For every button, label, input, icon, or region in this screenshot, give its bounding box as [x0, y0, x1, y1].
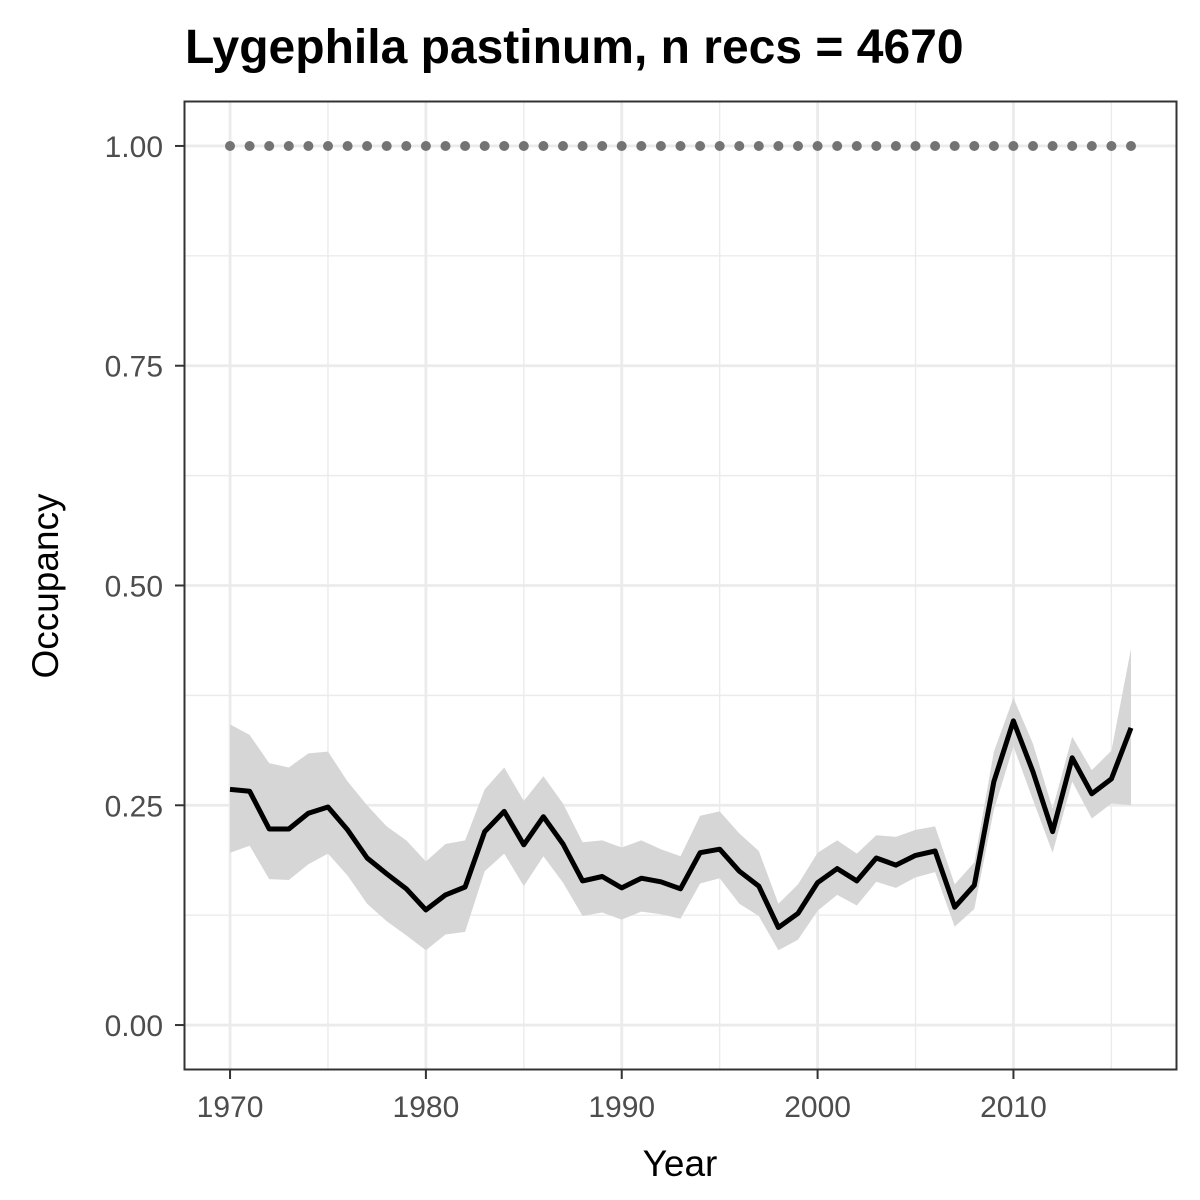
confidence-band-layer — [230, 648, 1131, 951]
reference-point — [675, 141, 686, 151]
reference-point — [695, 141, 706, 151]
reference-point — [342, 141, 353, 151]
y-axis-label: Occupancy — [25, 493, 66, 679]
reference-point — [890, 141, 901, 151]
reference-point — [225, 141, 235, 151]
y-tick-label: 0.75 — [105, 351, 163, 384]
reference-point — [734, 141, 745, 151]
reference-points-layer — [225, 141, 1136, 151]
x-tick-label: 1980 — [393, 1091, 460, 1124]
grid-major — [185, 102, 1176, 1069]
reference-point — [1067, 141, 1078, 151]
x-axis: 1970 1980 1990 2000 2010 — [197, 1069, 1047, 1124]
reference-point — [597, 141, 608, 151]
reference-point — [558, 141, 568, 151]
x-axis-label: Year — [643, 1143, 718, 1184]
reference-point — [871, 141, 882, 151]
reference-point — [773, 141, 784, 151]
y-tick-label: 0.50 — [105, 571, 163, 604]
reference-point — [851, 141, 862, 151]
reference-point — [714, 141, 725, 151]
reference-point — [460, 141, 471, 151]
reference-point — [1028, 141, 1038, 151]
y-tick-label: 1.00 — [105, 131, 163, 164]
y-axis: 0.00 0.25 0.50 0.75 1.00 — [105, 131, 185, 1043]
reference-point — [930, 141, 941, 151]
reference-point — [303, 141, 314, 151]
reference-point — [812, 141, 823, 151]
reference-point — [499, 141, 510, 151]
reference-point — [362, 141, 373, 151]
reference-point — [283, 141, 294, 151]
reference-point — [636, 141, 647, 151]
confidence-band — [230, 648, 1131, 951]
reference-point — [753, 141, 764, 151]
reference-point — [655, 141, 666, 151]
y-tick-label: 0.25 — [105, 790, 163, 823]
reference-point — [1126, 141, 1136, 151]
reference-point — [401, 141, 412, 151]
x-tick-label: 1990 — [588, 1091, 655, 1124]
reference-point — [577, 141, 588, 151]
y-tick-label: 0.00 — [105, 1010, 163, 1043]
reference-point — [518, 141, 529, 151]
x-tick-label: 1970 — [197, 1091, 264, 1124]
chart-title: Lygephila pastinum, n recs = 4670 — [185, 21, 964, 74]
reference-point — [1008, 141, 1019, 151]
occupancy-line-layer — [229, 718, 1134, 930]
x-tick-label: 2000 — [784, 1091, 851, 1124]
reference-point — [381, 141, 392, 151]
reference-point — [264, 141, 275, 151]
reference-point — [949, 141, 960, 151]
reference-point — [969, 141, 980, 151]
reference-point — [1106, 141, 1117, 151]
x-tick-label: 2010 — [980, 1091, 1047, 1124]
occupancy-line — [229, 718, 1134, 930]
reference-point — [244, 141, 255, 151]
reference-point — [1086, 141, 1097, 151]
reference-point — [440, 141, 451, 151]
reference-point — [420, 141, 431, 151]
reference-point — [793, 141, 803, 151]
reference-point — [1047, 141, 1058, 151]
reference-point — [910, 141, 921, 151]
reference-point — [323, 141, 333, 151]
reference-point — [616, 141, 627, 151]
reference-point — [479, 141, 490, 151]
reference-point — [538, 141, 549, 151]
reference-point — [988, 141, 999, 151]
reference-point — [832, 141, 843, 151]
